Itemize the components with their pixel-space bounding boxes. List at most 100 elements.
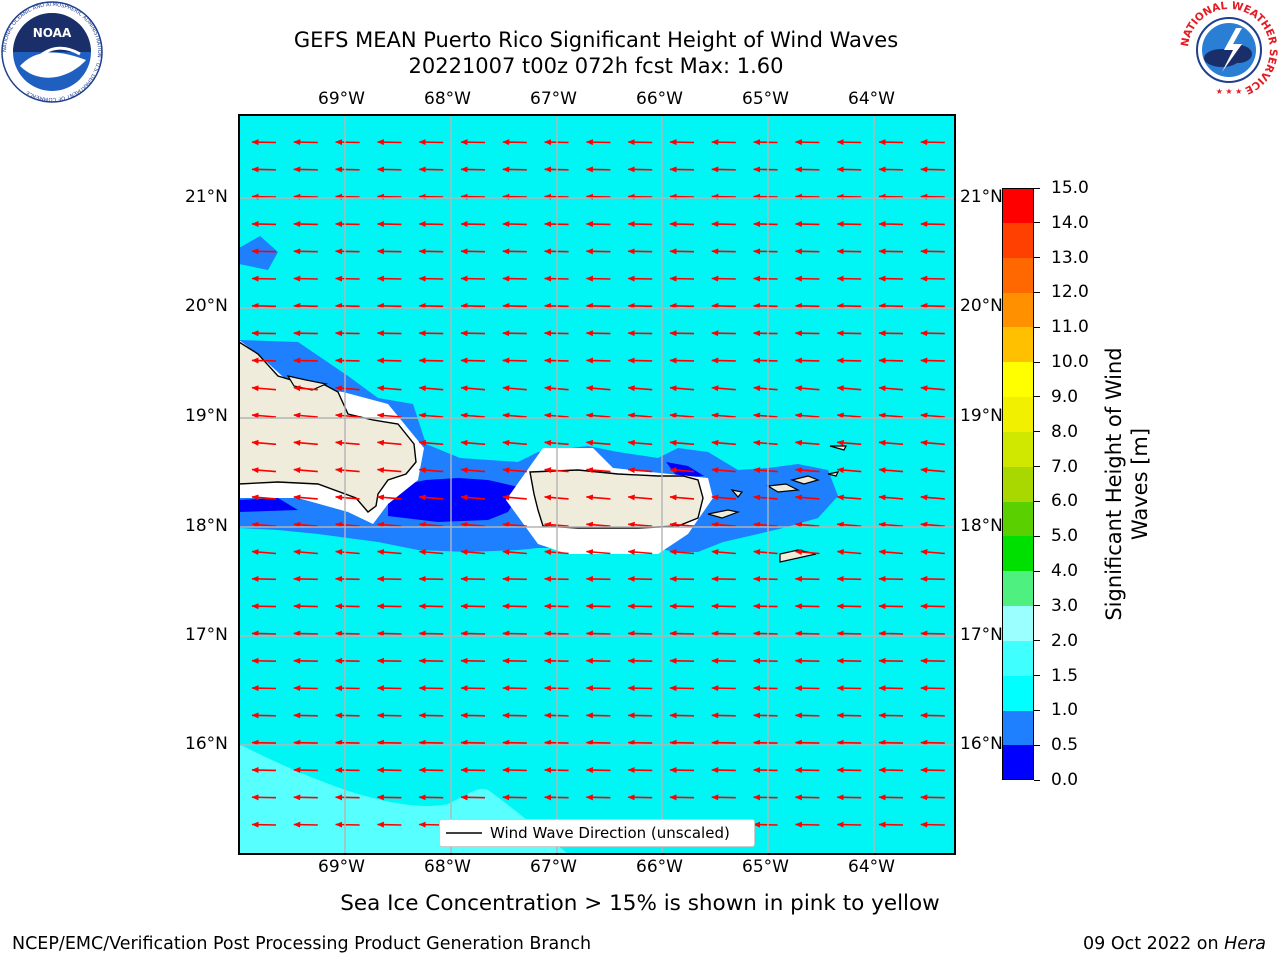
wind-wave-arrow [794,575,820,582]
wind-wave-arrow [878,385,904,392]
wind-wave-direction-arrows [251,139,945,828]
wind-wave-arrow [460,685,486,692]
wind-wave-arrow [418,439,444,446]
colorbar-tick-mark [1034,222,1040,224]
wind-wave-arrow [920,357,945,364]
wind-wave-arrow [376,302,402,309]
wind-wave-arrow [878,302,904,309]
wind-wave-arrow [502,248,527,255]
wind-wave-arrow [878,739,904,746]
lon-label-top: 69°W [318,89,365,109]
wind-wave-arrow [251,657,277,664]
colorbar-tick-mark [1034,466,1040,468]
wind-wave-arrow [293,767,318,774]
wind-wave-arrow [627,221,653,228]
colorbar-segment [1002,222,1034,258]
wind-wave-arrow [502,412,527,419]
wind-wave-arrow [753,794,778,801]
wind-wave-arrow [878,193,904,200]
wind-wave-arrow [711,302,736,309]
noaa-text: NOAA [33,26,72,40]
colorbar-segment [1002,396,1034,432]
wind-wave-arrow [502,385,527,392]
wind-wave-arrow [920,166,945,173]
wind-wave-arrow [753,549,778,556]
wind-wave-arrow [920,275,945,282]
wind-wave-arrow [627,685,653,692]
colorbar-segment [1002,501,1034,537]
wind-wave-arrow [585,221,611,228]
colorbar-segment [1002,571,1034,607]
colorbar-segment [1002,675,1034,711]
colorbar-tick-label: 11.0 [1051,317,1089,338]
wind-wave-arrow [293,139,318,146]
wind-wave-arrow [878,412,904,419]
wind-wave-arrow [669,357,695,364]
map-area[interactable] [238,114,956,855]
wind-wave-arrow [293,521,318,528]
wind-wave-arrow [669,739,695,746]
wind-wave-arrow [669,166,695,173]
wind-wave-arrow [878,166,904,173]
wind-wave-arrow [794,467,820,474]
wind-wave-arrow [502,549,527,556]
wind-wave-arrow [418,193,444,200]
wind-wave-arrow [335,193,360,200]
colorbar-tick-mark [1034,326,1040,328]
colorbar-tick-mark [1034,640,1040,642]
wind-wave-arrow [627,248,653,255]
wind-wave-arrow [376,439,402,446]
wave-band-0-0m [388,478,523,522]
wind-wave-arrow [251,630,277,637]
wind-wave-arrow [335,467,360,474]
wind-wave-arrow [376,385,402,392]
wind-wave-arrow [460,439,486,446]
wind-wave-arrow [460,549,486,556]
wind-wave-arrow [836,575,862,582]
wind-wave-arrow [836,275,862,282]
wind-wave-arrow [293,385,318,392]
wind-wave-arrow [794,521,820,528]
wind-wave-arrow [585,302,611,309]
wind-wave-arrow [502,221,527,228]
wind-wave-arrow [669,657,695,664]
legend-line-icon [446,832,482,834]
wind-wave-arrow [794,794,820,801]
wind-wave-arrow [753,739,778,746]
wind-wave-arrow [920,302,945,309]
wind-wave-arrow [711,221,736,228]
wind-wave-arrow [418,302,444,309]
sea-ice-note: Sea Ice Concentration > 15% is shown in … [340,891,940,916]
wind-wave-arrow [251,275,277,282]
wind-wave-arrow [836,794,862,801]
wind-wave-arrow [585,357,611,364]
wind-wave-arrow [878,767,904,774]
lon-label-bottom: 64°W [848,857,895,877]
wind-wave-arrow [335,767,360,774]
wind-wave-arrow [920,767,945,774]
wind-wave-arrow [293,193,318,200]
wind-wave-arrow [251,193,277,200]
wind-wave-arrow [627,575,653,582]
wind-wave-arrow [669,385,695,392]
wind-wave-arrow [794,193,820,200]
wind-wave-arrow [669,603,695,610]
colorbar-tick-label: 0.0 [1051,770,1079,790]
wind-wave-arrow [502,794,527,801]
wind-wave-arrow [920,712,945,719]
colorbar-tick-label: 1.5 [1051,665,1079,686]
wind-wave-arrow [753,275,778,282]
wind-wave-arrow [502,657,527,664]
wind-wave-arrow [920,221,945,228]
wind-wave-arrow [753,575,778,582]
wind-wave-arrow [502,166,527,173]
wind-wave-arrow [293,821,318,828]
wind-wave-arrow [460,630,486,637]
wind-wave-arrow [711,139,736,146]
wind-wave-arrow [293,412,318,419]
wind-wave-arrow [460,739,486,746]
wind-wave-arrow [669,412,695,419]
wind-wave-arrow [460,712,486,719]
colorbar-segment [1002,536,1034,572]
wind-wave-arrow [418,248,444,255]
